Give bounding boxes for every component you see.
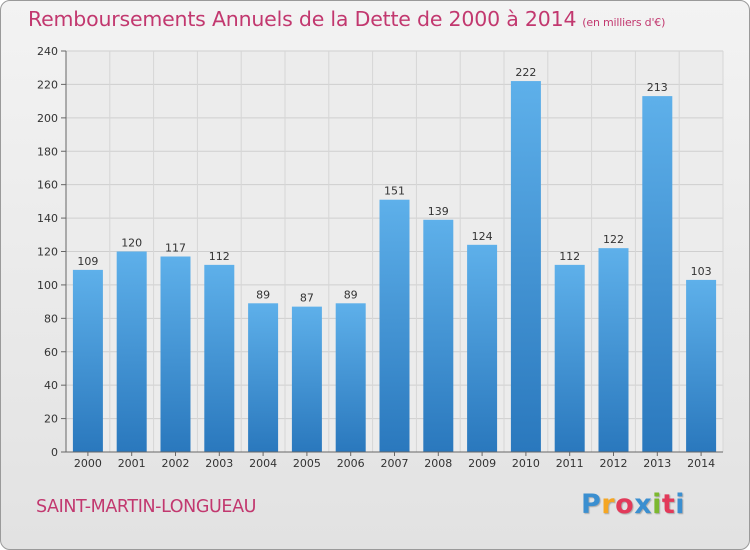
logo-letter: t <box>661 489 676 520</box>
data-label-2012: 122 <box>603 233 624 246</box>
logo-letter: o <box>615 489 635 520</box>
data-label-2009: 124 <box>472 230 493 243</box>
proxiti-logo: Proxiti <box>581 489 685 520</box>
x-tick-label-2010: 2010 <box>512 457 540 470</box>
x-tick-label-2012: 2012 <box>600 457 628 470</box>
y-tick-label: 200 <box>37 112 58 125</box>
y-tick-label: 140 <box>37 212 58 225</box>
y-tick-label: 40 <box>44 379 58 392</box>
x-tick-label-2005: 2005 <box>293 457 321 470</box>
y-tick-label: 60 <box>44 346 58 359</box>
bar-2002 <box>160 256 191 452</box>
bar-2012 <box>598 248 629 452</box>
bar-2011 <box>554 264 585 452</box>
x-tick-label-2003: 2003 <box>205 457 233 470</box>
labels: 0 20 40 60 80 100 120 140 160 180 200 220 240 109 2000… <box>37 45 715 470</box>
bar-2006 <box>335 303 366 452</box>
data-label-2005: 87 <box>300 292 314 305</box>
data-label-2007: 151 <box>384 185 405 198</box>
x-tick-label-2001: 2001 <box>118 457 146 470</box>
bar-2010 <box>510 81 541 452</box>
chart-title: Remboursements Annuels de la Dette de 20… <box>28 7 665 31</box>
logo-letter: P <box>581 489 602 520</box>
bar-2008 <box>423 219 454 452</box>
x-tick-label-2009: 2009 <box>468 457 496 470</box>
data-label-2003: 112 <box>209 250 230 263</box>
bar-2009 <box>467 244 498 452</box>
y-tick-label: 120 <box>37 246 58 259</box>
bar-2004 <box>248 303 279 452</box>
bars <box>72 81 717 453</box>
commune-name: SAINT-MARTIN-LONGUEAU <box>36 497 257 517</box>
x-tick-label-2002: 2002 <box>162 457 190 470</box>
axes <box>61 50 723 456</box>
chart-subtitle: (en milliers d'€) <box>582 16 666 29</box>
x-tick-label-2000: 2000 <box>74 457 102 470</box>
y-tick-label: 80 <box>44 312 58 325</box>
bar-2003 <box>204 264 235 452</box>
y-tick-label: 0 <box>51 446 58 459</box>
y-tick-label: 100 <box>37 279 58 292</box>
x-tick-label-2014: 2014 <box>687 457 715 470</box>
data-label-2014: 103 <box>691 265 712 278</box>
x-tick-label-2008: 2008 <box>424 457 452 470</box>
x-tick-label-2007: 2007 <box>381 457 409 470</box>
bar-2000 <box>72 269 103 452</box>
data-label-2001: 120 <box>121 237 142 250</box>
y-tick-label: 160 <box>37 179 58 192</box>
x-tick-label-2011: 2011 <box>556 457 584 470</box>
data-label-2000: 109 <box>77 255 98 268</box>
bar-2013 <box>642 96 673 453</box>
bar-2007 <box>379 199 410 452</box>
logo-letter: i <box>675 489 686 520</box>
bar-2005 <box>291 306 322 452</box>
x-tick-label-2006: 2006 <box>337 457 365 470</box>
y-tick-label: 20 <box>44 413 58 426</box>
y-tick-label: 240 <box>37 45 58 58</box>
data-label-2008: 139 <box>428 205 449 218</box>
chart-title-text: Remboursements Annuels de la Dette de 20… <box>28 7 577 31</box>
bar-2014 <box>686 279 717 452</box>
logo-letter: i <box>652 489 662 520</box>
y-tick-label: 180 <box>37 145 58 158</box>
data-label-2004: 89 <box>256 288 270 301</box>
data-label-2010: 222 <box>515 66 536 79</box>
bar-2001 <box>116 251 147 452</box>
data-label-2013: 213 <box>647 81 668 94</box>
logo-letter: x <box>634 489 653 520</box>
x-tick-label-2004: 2004 <box>249 457 277 470</box>
logo-letter: r <box>601 489 616 520</box>
data-label-2006: 89 <box>344 288 358 301</box>
data-label-2011: 112 <box>559 250 580 263</box>
y-tick-label: 220 <box>37 78 58 91</box>
data-label-2002: 117 <box>165 242 186 255</box>
x-tick-label-2013: 2013 <box>643 457 671 470</box>
